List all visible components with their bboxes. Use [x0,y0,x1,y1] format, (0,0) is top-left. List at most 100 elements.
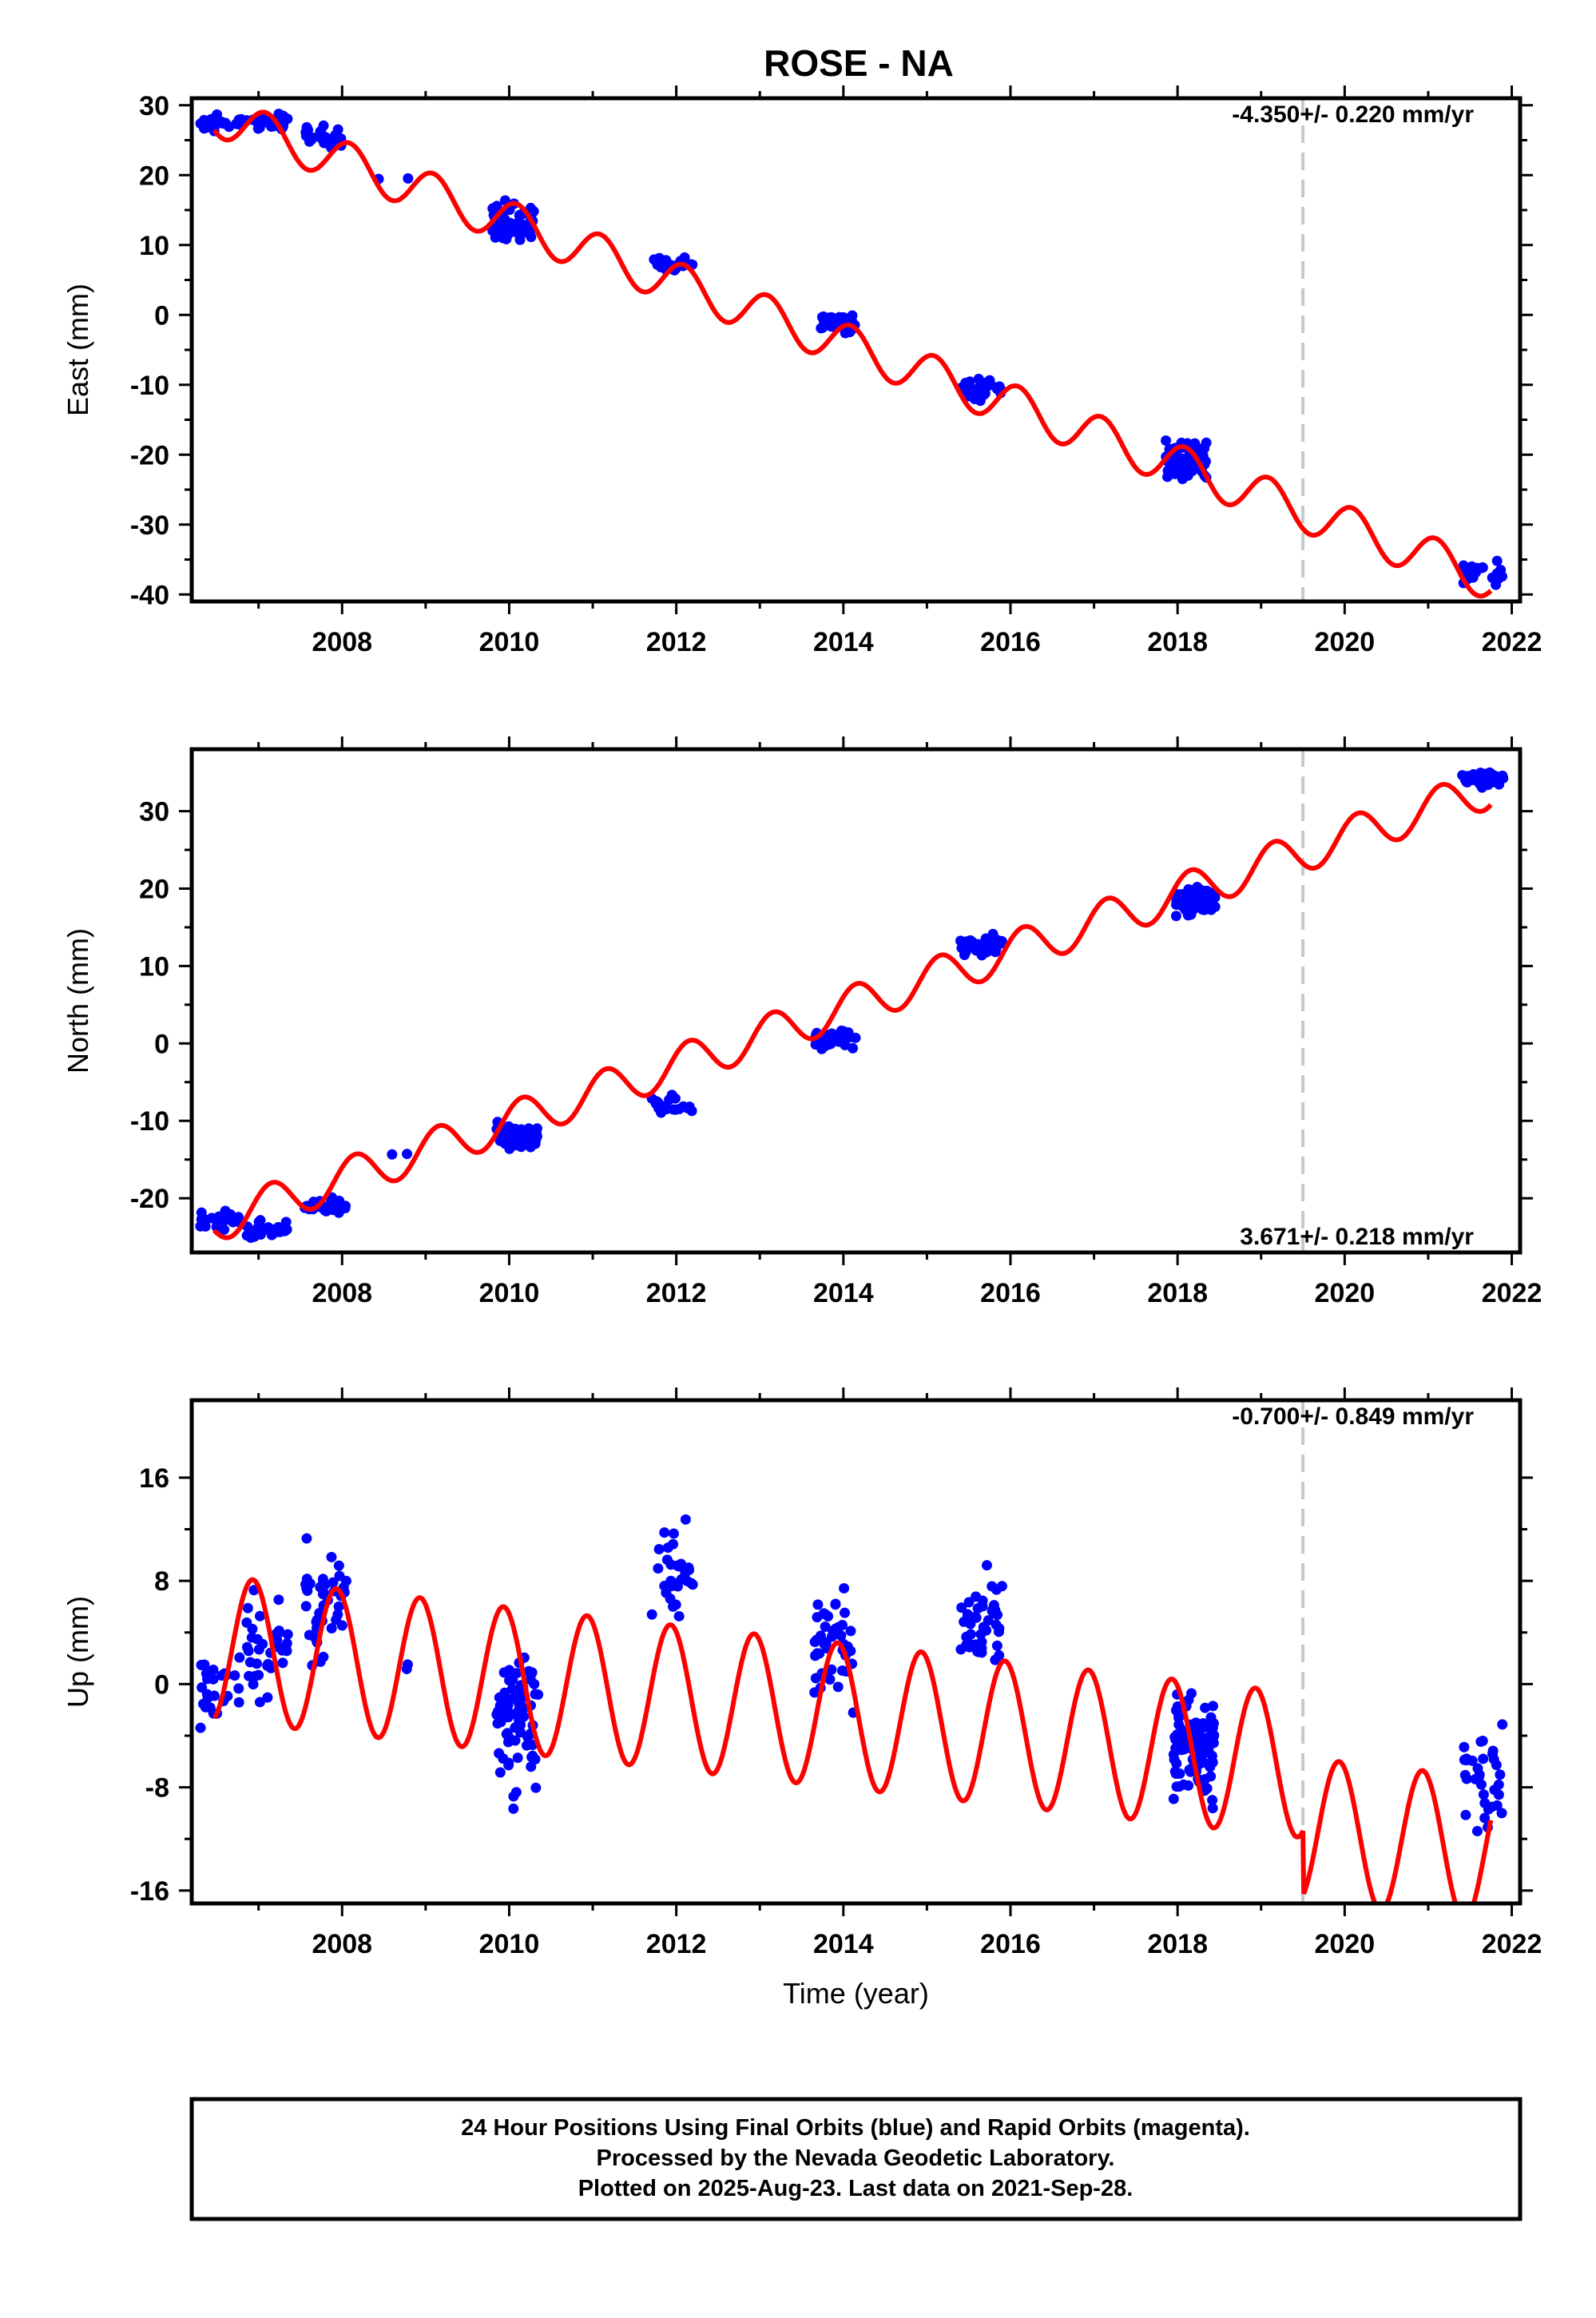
x-tick-label: 2012 [646,1278,707,1308]
data-point [653,1563,664,1574]
data-point [1491,555,1503,566]
plot-area [192,749,1520,1252]
y-tick-label: 20 [139,874,169,904]
data-point [668,1528,679,1539]
data-point [326,1551,337,1562]
data-point [1187,461,1198,472]
y-tick-label: 16 [139,1463,169,1494]
data-point [673,1610,685,1621]
data-point [1171,1730,1182,1741]
data-point [1459,1769,1471,1780]
data-point [820,1041,831,1052]
data-point [195,1221,206,1232]
data-point [1472,1763,1483,1774]
data-point [494,1767,506,1778]
data-point [252,1633,263,1645]
data-point [224,1209,236,1220]
y-tick-label: 20 [139,161,169,191]
plot-area [192,1400,1520,1903]
data-point [1207,1803,1218,1814]
data-point [508,1803,519,1814]
x-tick-label: 2016 [980,1929,1041,1959]
data-point [300,1579,312,1590]
data-point [402,1149,413,1160]
data-point [994,381,1005,392]
footer-box: 24 Hour Positions Using Final Orbits (bl… [189,2097,1523,2221]
data-point [1162,465,1173,476]
data-point [526,1761,537,1772]
x-tick-label: 2016 [980,1278,1041,1308]
model-fit-curve [212,109,1493,599]
data-point [1197,1717,1209,1729]
data-point [1459,1754,1470,1765]
data-point [668,1538,679,1550]
data-point [1173,1709,1184,1721]
x-tick-label: 2022 [1482,1278,1542,1308]
data-point [262,1692,273,1703]
plot-area [192,98,1520,601]
data-point [252,116,263,127]
data-point [964,376,975,387]
data-point [510,1722,521,1733]
data-point [1471,1825,1483,1836]
data-point [809,1687,820,1698]
x-tick-label: 2016 [980,627,1041,657]
data-point [986,379,997,390]
data-point [1479,1812,1491,1824]
data-point [973,1646,984,1657]
y-tick-label: 10 [139,951,169,982]
data-point [824,313,835,324]
data-point [502,222,513,233]
chart-title: ROSE - NA [764,42,954,84]
y-tick-label: -40 [130,580,169,610]
data-point [260,117,272,128]
data-point [332,124,343,135]
plot-frame [189,747,1523,1255]
data-point [1183,1694,1194,1705]
data-point [326,1623,337,1634]
data-point [845,1645,856,1657]
data-point [254,1610,265,1621]
data-point [497,232,508,244]
data-point [248,1679,259,1690]
data-point [1208,1737,1219,1748]
data-point [229,1670,240,1681]
data-point [339,1202,351,1213]
y-tick-label: -10 [130,1106,169,1137]
data-point [1202,1758,1213,1769]
north-panel: 2008 2010 2012 2014 2016 2018 2020 20223020100-… [62,736,1542,1308]
velocity-rate-label: 3.671+/- 0.218 mm/yr [1240,1224,1474,1250]
x-tick-label: 2020 [1315,627,1376,657]
data-point [990,1654,1001,1665]
data-point [840,1607,851,1618]
data-point [836,1630,847,1641]
x-tick-label: 2018 [1147,627,1208,657]
data-point [1170,454,1181,465]
data-point [502,1700,514,1711]
data-point [514,1698,525,1709]
data-point [304,136,315,147]
data-point [216,116,227,127]
data-point [972,1603,983,1614]
data-point [518,1711,530,1722]
data-point [280,1217,292,1228]
footer-line-2: Processed by the Nevada Geodetic Laborat… [597,2145,1115,2171]
data-point [510,1735,521,1746]
data-point [832,1681,844,1693]
data-point [304,1629,315,1641]
data-point [991,1640,1002,1651]
data-point [680,1514,691,1525]
y-tick-label: -20 [130,440,169,470]
x-tick-label: 2008 [312,1278,372,1308]
data-point [987,1606,998,1617]
data-point [516,1125,527,1136]
data-point [241,1230,252,1241]
data-point [1178,1779,1189,1790]
data-point [1497,1719,1508,1730]
data-point [500,1138,511,1149]
data-point [963,1597,975,1608]
data-point [277,1657,288,1669]
data-point [1170,911,1181,922]
data-point [1205,1712,1217,1723]
data-point [504,1665,515,1676]
